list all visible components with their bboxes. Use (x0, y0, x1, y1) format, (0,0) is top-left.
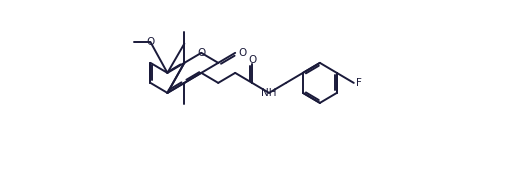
Text: O: O (197, 48, 205, 58)
Text: O: O (146, 37, 155, 47)
Text: O: O (238, 48, 247, 58)
Text: O: O (248, 55, 256, 65)
Text: NH: NH (261, 88, 277, 98)
Text: F: F (356, 78, 362, 88)
